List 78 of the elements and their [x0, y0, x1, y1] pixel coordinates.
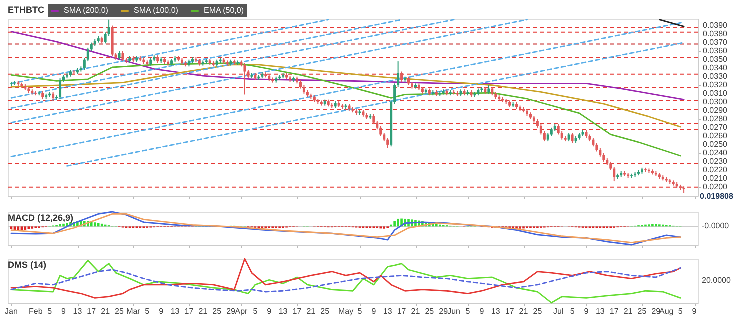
annotation: 0.019808	[700, 192, 734, 202]
x-tick-label: 9	[159, 307, 164, 316]
x-tick-label: 17	[397, 307, 407, 316]
y-tick-label: 0.0270	[703, 122, 728, 132]
y-tick-label: 0.0350	[703, 54, 728, 64]
x-tick-label: 25	[638, 307, 648, 316]
y-tick-label: 0.0330	[703, 72, 728, 81]
x-tick-label: 17	[87, 307, 97, 316]
x-tick-label: 21	[306, 307, 316, 316]
x-tick-label: 29	[439, 307, 449, 316]
legend-label: EMA (50,0)	[204, 6, 244, 15]
x-tick-label: 5	[145, 307, 150, 316]
x-tick-label: 9	[584, 307, 590, 316]
x-tick-label: 9	[480, 307, 485, 316]
y-tick-label: 0.0390	[703, 20, 728, 30]
x-tick-label: 21	[411, 307, 421, 316]
y-tick-label: 0.0290	[703, 106, 728, 115]
x-tick-label: Mar	[126, 307, 141, 316]
x-tick-label: May	[338, 307, 354, 316]
y-tick-label: 0.0240	[703, 148, 728, 158]
y-tick-label: 0.0370	[703, 38, 728, 47]
chart-title: DMS (14)	[8, 260, 47, 270]
x-tick-label: Jan	[5, 307, 18, 316]
y-tick-label: 0.0210	[703, 174, 728, 183]
x-tick-label: 25	[320, 307, 330, 316]
x-tick-label: 13	[383, 307, 393, 316]
x-tick-label: 5	[678, 307, 684, 316]
x-tick-label: Jul	[553, 307, 564, 316]
x-tick-label: 29	[652, 307, 662, 316]
ref-line-label: -0.0000	[702, 222, 730, 231]
legend-label: SMA (100,0)	[134, 6, 179, 15]
y-tick-label: 0.0300	[703, 97, 728, 106]
chart-title: ETHBTC	[8, 5, 45, 15]
x-tick-label: 25	[533, 307, 543, 316]
x-tick-label: 5	[466, 307, 471, 316]
y-tick-label: 0.0360	[703, 46, 728, 56]
x-tick-label: 17	[292, 307, 302, 316]
x-tick-label: 13	[73, 307, 83, 316]
x-tick-label: 5	[358, 307, 363, 316]
y-tick-label: 0.0380	[703, 29, 728, 38]
y-tick-label: 0.0260	[703, 131, 728, 140]
x-tick-label: 25	[212, 307, 222, 316]
y-tick-label: 0.0340	[703, 63, 728, 72]
x-tick-label: 21	[101, 307, 111, 316]
x-tick-label: 25	[425, 307, 435, 316]
x-tick-label: 13	[596, 307, 606, 316]
x-tick-label: 9	[267, 307, 272, 316]
x-tick-label: 29	[226, 307, 236, 316]
x-tick-label: Feb	[28, 307, 44, 316]
x-tick-label: 17	[610, 307, 620, 316]
x-tick-label: Jun	[448, 307, 461, 316]
x-tick-label: 5	[253, 307, 258, 316]
y-tick-label: 0.0280	[703, 114, 728, 124]
x-tick-label: 13	[170, 307, 180, 316]
legend-label: SMA (200,0)	[64, 6, 109, 15]
x-tick-label: 21	[198, 307, 208, 316]
x-tick-label: 5	[570, 307, 576, 316]
x-tick-label: 17	[505, 307, 515, 316]
text: 20.0000	[702, 276, 732, 285]
x-tick-label: 17	[184, 307, 194, 316]
x-tick-label: Aug	[660, 307, 674, 316]
y-tick-label: 0.0320	[703, 80, 728, 90]
x-tick-label: 13	[491, 307, 501, 316]
x-tick-label: Apr	[235, 307, 248, 316]
y-tick-label: 0.0220	[703, 165, 728, 174]
x-tick-label: 13	[278, 307, 288, 316]
x-tick-label: 5	[48, 307, 53, 316]
x-tick-label: 21	[624, 307, 634, 316]
x-tick-label: 9	[62, 307, 67, 316]
chart-title: MACD (12,26,9)	[8, 213, 74, 223]
y-tick-label: 0.0310	[703, 88, 728, 98]
x-tick-label: 25	[115, 307, 125, 316]
y-tick-label: 0.0200	[703, 182, 728, 192]
x-tick-label: 9	[692, 307, 698, 316]
y-tick-label: 0.0250	[703, 140, 728, 149]
x-tick-label: 9	[372, 307, 377, 316]
y-tick-label: 0.0230	[703, 156, 728, 166]
x-tick-label: 21	[519, 307, 529, 316]
